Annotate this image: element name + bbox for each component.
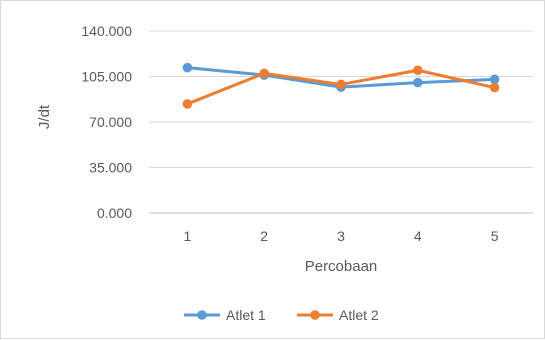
data-point — [489, 82, 500, 93]
x-tick-label: 2 — [260, 228, 268, 244]
series-lines — [182, 62, 500, 109]
x-axis-title: Percobaan — [305, 258, 378, 275]
data-point — [413, 77, 423, 88]
gridlines — [149, 30, 533, 214]
y-tick-labels: 0.000 35.000 70.000 105.000 140.000 — [81, 23, 132, 221]
legend-entry: Atlet 2 — [297, 307, 379, 323]
y-tick-label: 0.000 — [97, 205, 132, 221]
data-point — [182, 99, 193, 109]
data-point — [182, 62, 193, 73]
y-tick-label: 105.000 — [81, 69, 132, 85]
series-2 — [182, 65, 500, 109]
x-tick-label: 5 — [491, 228, 499, 244]
legend-marker — [310, 310, 320, 320]
x-tick-labels: 1 2 3 4 5 — [184, 228, 499, 244]
legend: Atlet 1 Atlet 2 — [184, 307, 379, 323]
y-tick-label: 35.000 — [89, 160, 132, 176]
legend-entry: Atlet 1 — [184, 307, 266, 323]
y-tick-label: 140.000 — [81, 23, 132, 39]
x-tick-label: 3 — [337, 228, 345, 244]
legend-marker — [197, 310, 207, 320]
data-point — [259, 68, 270, 79]
y-axis-title: J/dt — [36, 104, 53, 129]
legend-label: Atlet 2 — [339, 307, 379, 323]
y-tick-label: 70.000 — [89, 114, 132, 130]
data-point — [336, 79, 346, 90]
data-point — [413, 65, 423, 76]
x-tick-label: 4 — [414, 228, 422, 244]
data-point — [489, 74, 500, 85]
legend-label: Atlet 1 — [226, 307, 266, 323]
x-tick-label: 1 — [184, 228, 192, 244]
